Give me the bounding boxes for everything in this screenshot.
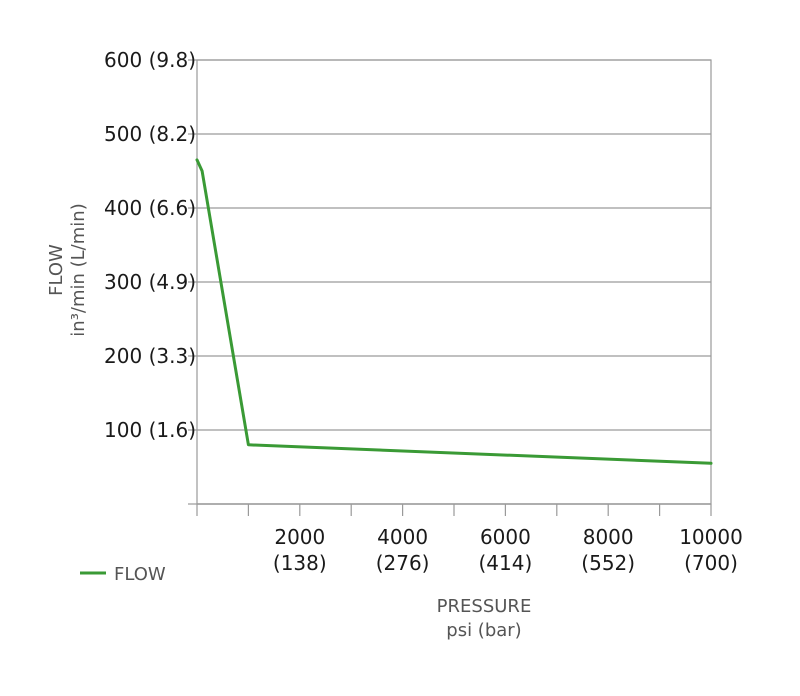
y-axis-title: FLOW — [46, 244, 67, 296]
y-tick-label-300: 300 (4.9) — [104, 270, 196, 294]
x-tick-sublabel-4000: (276) — [376, 551, 430, 575]
x-tick-label-10000: 10000 — [679, 525, 743, 549]
y-tick-label-400: 400 (6.6) — [104, 196, 196, 220]
axes — [188, 59, 712, 516]
x-tick-label-4000: 4000 — [377, 525, 428, 549]
series-layer — [195, 158, 713, 465]
grid — [197, 59, 711, 431]
series-line-flow — [195, 158, 713, 465]
legend: FLOW — [80, 564, 166, 585]
x-axis-units: psi (bar) — [446, 620, 521, 641]
x-tick-sublabel-8000: (552) — [581, 551, 635, 575]
x-tick-sublabel-10000: (700) — [684, 551, 738, 575]
x-tick-label-8000: 8000 — [583, 525, 634, 549]
x-tick-label-2000: 2000 — [274, 525, 325, 549]
x-tick-sublabel-6000: (414) — [479, 551, 533, 575]
x-tick-label-6000: 6000 — [480, 525, 531, 549]
x-axis-title: PRESSURE — [437, 596, 532, 617]
tick-labels: 100 (1.6) 200 (3.3) 300 (4.9) 400 (6.6) 500 … — [104, 48, 743, 575]
y-tick-label-500: 500 (8.2) — [104, 122, 196, 146]
legend-label-flow: FLOW — [114, 564, 166, 585]
y-axis-units: in³/min (L/min) — [68, 203, 89, 336]
y-tick-label-200: 200 (3.3) — [104, 344, 196, 368]
y-tick-label-100: 100 (1.6) — [104, 418, 196, 442]
x-tick-sublabel-2000: (138) — [273, 551, 327, 575]
y-tick-label-600: 600 (9.8) — [104, 48, 196, 72]
